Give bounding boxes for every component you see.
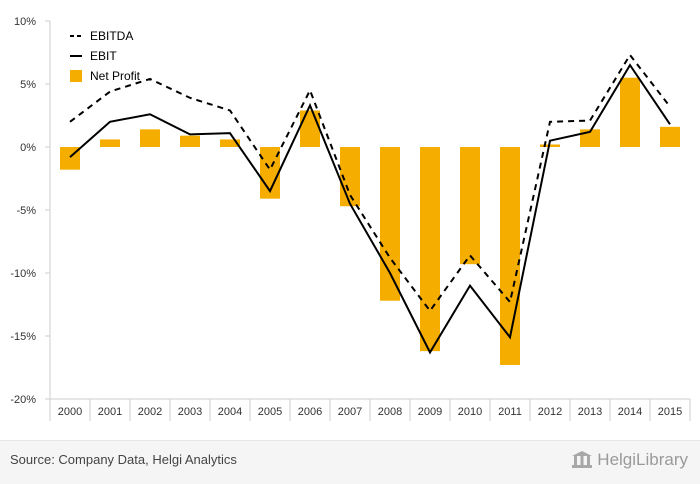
brand-logo[interactable]: HelgiLibrary [571, 450, 688, 470]
bar-net-profit [660, 126, 680, 147]
x-tick-label: 2008 [378, 406, 402, 418]
x-tick-label: 2007 [338, 406, 362, 418]
net-profit-bars [60, 77, 680, 365]
y-tick-label: -15% [10, 331, 36, 343]
bar-net-profit [300, 110, 320, 147]
brand-name: HelgiLibrary [597, 450, 688, 469]
x-tick-label: 2003 [178, 406, 202, 418]
bar-net-profit [540, 144, 560, 147]
bar-net-profit [260, 147, 280, 199]
series-lines [69, 53, 671, 355]
line-ebitda [69, 53, 671, 313]
x-tick-label: 2005 [258, 406, 282, 418]
y-tick-label: -5% [16, 205, 36, 217]
bar-net-profit [380, 147, 400, 301]
bar-net-profit [220, 139, 240, 147]
x-tick-label: 2001 [98, 406, 122, 418]
y-tick-label: 5% [20, 79, 36, 91]
x-tick-label: 2002 [138, 406, 162, 418]
x-tick-label: 2004 [218, 406, 242, 418]
tick-labels: 10% 5% 0% -5% -10% -15% -20% 2000 2001 2002 2003 20… [10, 16, 682, 418]
bar-net-profit [460, 147, 480, 265]
x-tick-label: 2014 [618, 406, 642, 418]
chart: 10% 5% 0% -5% -10% -15% -20% 2000 2001 2002 2003 20… [10, 16, 691, 421]
y-tick-label: -20% [10, 394, 36, 406]
library-columns-icon [572, 451, 593, 468]
legend-label-ebitda: EBITDA [90, 29, 133, 43]
y-tick-label: 0% [20, 142, 36, 154]
bar-net-profit [180, 135, 200, 147]
legend-swatch-net-profit [70, 70, 82, 82]
legend-label-net-profit: Net Profit [90, 69, 141, 83]
line-ebit [69, 63, 671, 355]
bar-net-profit [100, 139, 120, 147]
axes [45, 20, 691, 421]
y-tick-label: -10% [10, 268, 36, 280]
x-tick-label: 2010 [458, 406, 482, 418]
footer: Source: Company Data, Helgi Analytics He… [0, 440, 700, 484]
y-tick-label: 10% [14, 16, 36, 28]
x-tick-label: 2015 [658, 406, 682, 418]
bar-net-profit [420, 147, 440, 352]
x-tick-label: 2013 [578, 406, 602, 418]
source-text: Source: Company Data, Helgi Analytics [10, 452, 237, 467]
x-tick-label: 2006 [298, 406, 322, 418]
bar-net-profit [620, 77, 640, 147]
legend: EBITDA EBIT Net Profit [70, 29, 141, 83]
legend-label-ebit: EBIT [90, 49, 117, 63]
x-tick-label: 2011 [498, 406, 522, 418]
x-tick-label: 2012 [538, 406, 562, 418]
x-tick-label: 2000 [58, 406, 82, 418]
x-tick-label: 2009 [418, 406, 442, 418]
bar-net-profit [140, 129, 160, 147]
